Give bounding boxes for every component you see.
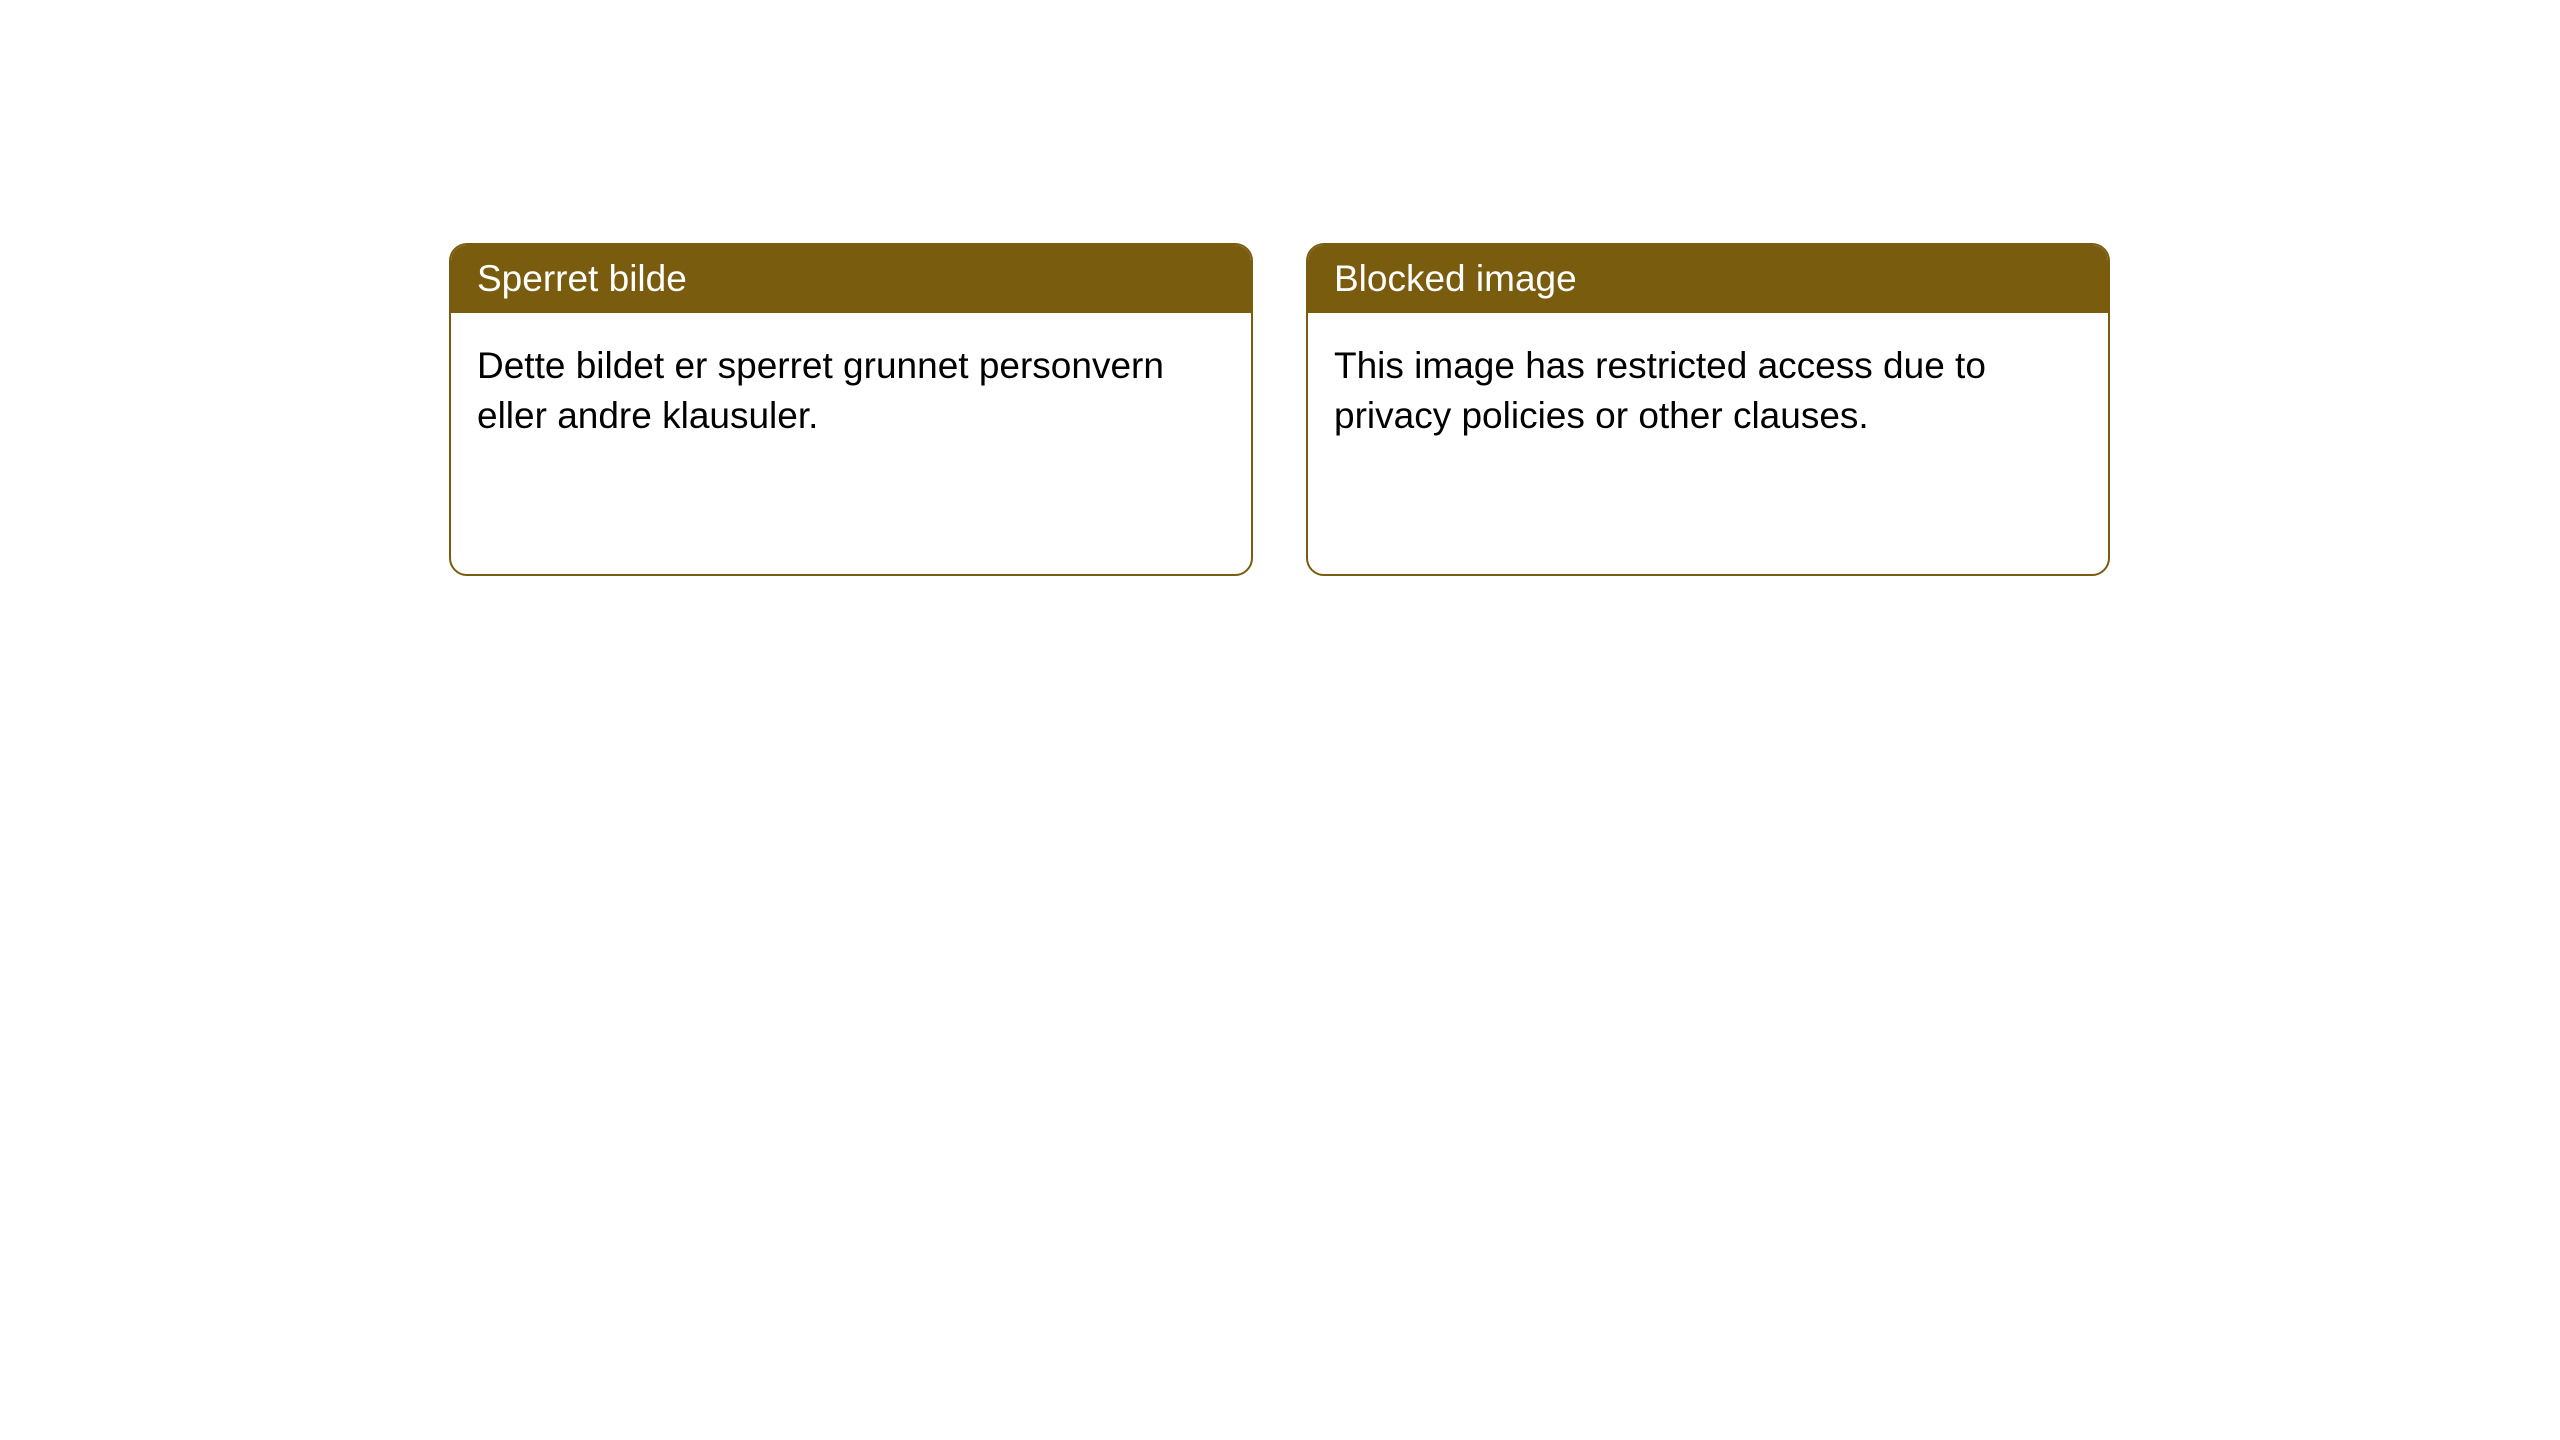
card-header-text: Sperret bilde bbox=[477, 258, 687, 299]
blocked-image-card-no: Sperret bilde Dette bildet er sperret gr… bbox=[449, 243, 1253, 576]
card-body: This image has restricted access due to … bbox=[1308, 313, 2108, 469]
card-header-text: Blocked image bbox=[1334, 258, 1577, 299]
blocked-image-card-en: Blocked image This image has restricted … bbox=[1306, 243, 2110, 576]
card-body-text: This image has restricted access due to … bbox=[1334, 345, 1986, 436]
card-header: Blocked image bbox=[1308, 245, 2108, 313]
cards-container: Sperret bilde Dette bildet er sperret gr… bbox=[0, 0, 2560, 576]
card-header: Sperret bilde bbox=[451, 245, 1251, 313]
card-body: Dette bildet er sperret grunnet personve… bbox=[451, 313, 1251, 469]
card-body-text: Dette bildet er sperret grunnet personve… bbox=[477, 345, 1164, 436]
